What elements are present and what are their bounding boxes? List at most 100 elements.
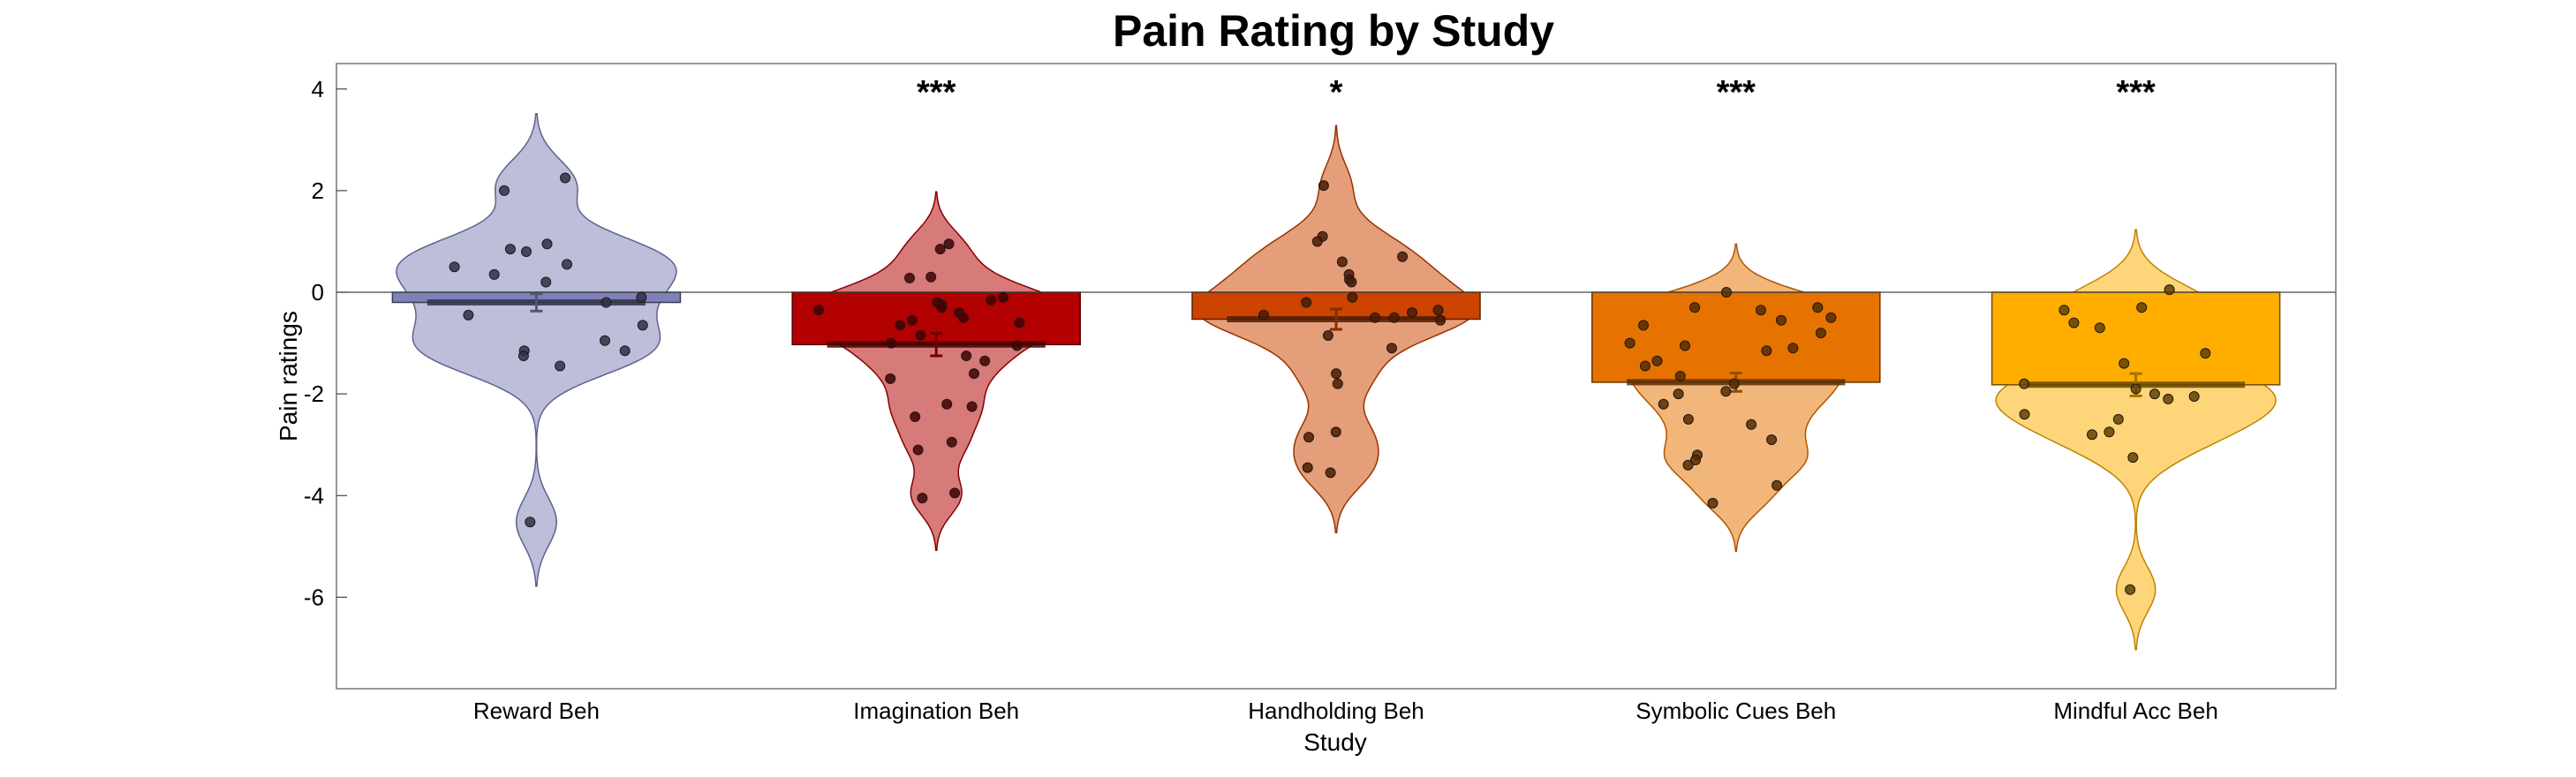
data-point: [934, 244, 946, 255]
data-point: [1332, 378, 1343, 389]
data-point: [1014, 317, 1025, 328]
x-tick-label-2: Imagination Beh: [853, 698, 1019, 724]
data-point: [600, 335, 610, 346]
data-point: [915, 330, 926, 341]
data-point: [941, 398, 953, 410]
x-tick-label-3: Handholding Beh: [1248, 698, 1424, 724]
data-point: [2068, 317, 2080, 328]
x-tick-label-4: Symbolic Cues Beh: [1635, 698, 1836, 724]
significance-label-5: ***: [2116, 74, 2156, 111]
data-point: [1787, 343, 1799, 354]
data-point: [1651, 355, 1663, 366]
data-point: [1336, 256, 1348, 268]
x-axis-label: Study: [1303, 728, 1367, 756]
significance-label-2: ***: [917, 74, 956, 111]
data-point: [998, 291, 1009, 303]
data-point: [979, 355, 991, 366]
data-point: [2200, 348, 2211, 359]
data-point: [1689, 302, 1701, 313]
data-point: [1369, 312, 1380, 323]
data-point: [917, 493, 928, 504]
data-point: [1658, 398, 1669, 410]
data-point: [907, 314, 918, 326]
data-point: [601, 297, 612, 308]
significance-labels: *** * *** ***: [917, 74, 2156, 111]
data-point: [619, 345, 631, 357]
data-point: [1301, 297, 1312, 308]
data-point: [1720, 386, 1732, 397]
data-point: [2059, 305, 2070, 316]
significance-label-4: ***: [1717, 74, 1756, 111]
data-point: [1746, 419, 1757, 430]
data-point: [1388, 312, 1400, 323]
data-point: [2104, 426, 2115, 438]
points-3: [1258, 180, 1446, 479]
bars: [391, 291, 2281, 386]
data-point: [1690, 455, 1701, 465]
data-point: [943, 238, 955, 250]
data-point: [1728, 378, 1740, 389]
data-point: [636, 291, 647, 303]
data-point: [1680, 340, 1690, 351]
data-point: [966, 401, 978, 412]
data-point: [2119, 358, 2130, 369]
data-point: [1776, 314, 1787, 326]
plot-frame: [336, 63, 2337, 690]
data-point: [2127, 452, 2139, 464]
data-point: [1721, 287, 1732, 298]
data-point: [562, 259, 572, 270]
data-point: [2112, 413, 2124, 425]
y-tick-label-2: 2: [312, 177, 324, 204]
points-4: [1624, 287, 1837, 509]
data-point: [2149, 388, 2160, 400]
data-point: [2094, 322, 2105, 334]
data-point: [2019, 409, 2030, 420]
data-point: [1311, 236, 1323, 247]
data-point: [1682, 413, 1694, 425]
data-point: [525, 517, 536, 528]
y-tick-label-3: 0: [312, 279, 324, 306]
data-point: [521, 246, 532, 257]
data-point: [961, 351, 972, 361]
data-point: [1407, 307, 1417, 318]
data-point: [499, 185, 510, 196]
data-point: [986, 294, 997, 306]
data-point: [540, 276, 552, 288]
data-point: [1432, 305, 1444, 316]
data-point: [1682, 459, 1694, 471]
data-point: [517, 351, 529, 361]
x-axis: Reward Beh Imagination Beh Handholding Beh…: [473, 698, 2218, 724]
data-point: [637, 320, 648, 331]
data-point: [969, 368, 979, 380]
data-point: [1386, 343, 1397, 354]
data-point: [2163, 393, 2174, 404]
data-point: [813, 305, 825, 316]
points-1: [449, 172, 648, 528]
data-point: [2087, 429, 2097, 441]
data-point: [1331, 368, 1342, 380]
data-point: [1303, 432, 1314, 443]
data-point: [1322, 330, 1333, 341]
data-point: [1771, 479, 1783, 491]
data-point: [1755, 305, 1766, 316]
data-point: [2188, 391, 2200, 402]
data-point: [2125, 584, 2136, 595]
data-point: [2164, 284, 2175, 296]
significance-label-3: *: [1330, 74, 1343, 111]
data-point: [488, 268, 500, 280]
data-point: [449, 261, 460, 273]
y-tick-label-6: -6: [304, 584, 324, 610]
data-point: [504, 244, 516, 255]
data-point: [886, 337, 897, 349]
data-point: [463, 309, 474, 321]
violin-4: [1595, 243, 1877, 553]
data-point: [1766, 434, 1778, 445]
chart-title: Pain Rating by Study: [1113, 6, 1554, 56]
data-point: [910, 411, 921, 422]
data-point: [2136, 302, 2148, 313]
x-tick-label-1: Reward Beh: [473, 698, 600, 724]
data-point: [560, 172, 570, 184]
data-point: [1825, 312, 1837, 323]
